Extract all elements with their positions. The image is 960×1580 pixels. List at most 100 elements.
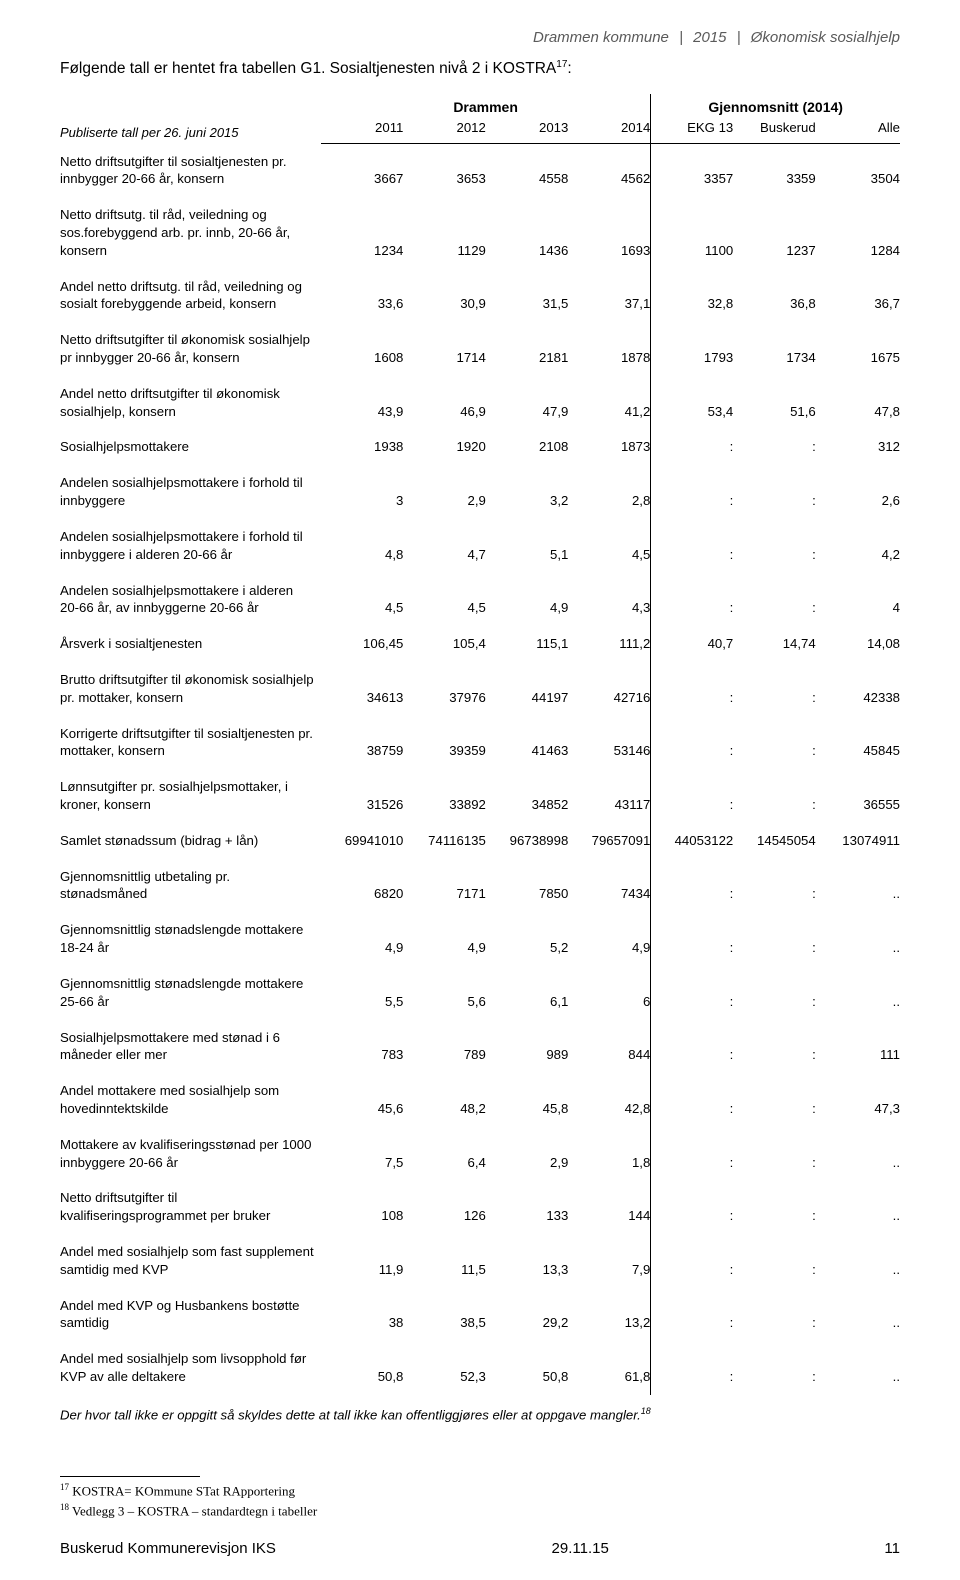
footer-center: 29.11.15 bbox=[552, 1539, 609, 1559]
cell-value: 7,9 bbox=[568, 1234, 650, 1288]
col-buskerud: Buskerud bbox=[733, 119, 815, 143]
cell-value: : bbox=[651, 1288, 733, 1342]
cell-value: 6820 bbox=[321, 859, 403, 913]
cell-value: 2,9 bbox=[403, 465, 485, 519]
cell-value: .. bbox=[816, 1234, 900, 1288]
table-row: Andel mottakere med sosialhjelp som hove… bbox=[60, 1073, 900, 1127]
cell-value: 115,1 bbox=[486, 626, 568, 662]
cell-value: 42338 bbox=[816, 662, 900, 716]
table-row: Netto driftsutgifter til sosialtjenesten… bbox=[60, 144, 900, 198]
cell-value: : bbox=[733, 966, 815, 1020]
header-sep: | bbox=[737, 29, 741, 46]
cell-value: : bbox=[733, 912, 815, 966]
table-row: Netto driftsutgifter til kvalifiseringsp… bbox=[60, 1180, 900, 1234]
cell-value: 4,7 bbox=[403, 519, 485, 573]
col-alle: Alle bbox=[816, 119, 900, 143]
cell-value: 126 bbox=[403, 1180, 485, 1234]
cell-value: 1920 bbox=[403, 429, 485, 465]
row-label: Gjennomsnittlig stønadslengde mottakere … bbox=[60, 912, 321, 966]
cell-value: : bbox=[733, 1288, 815, 1342]
cell-value: 989 bbox=[486, 1020, 568, 1074]
footer-left: Buskerud Kommunerevisjon IKS bbox=[60, 1539, 276, 1559]
table-row: Gjennomsnittlig utbetaling pr. stønadsmå… bbox=[60, 859, 900, 913]
footnote-rule bbox=[60, 1476, 200, 1477]
cell-value: 14,08 bbox=[816, 626, 900, 662]
row-label: Gjennomsnittlig utbetaling pr. stønadsmå… bbox=[60, 859, 321, 913]
page-footer: Buskerud Kommunerevisjon IKS 29.11.15 11 bbox=[60, 1539, 900, 1559]
table-row: Sosialhjelpsmottakere1938192021081873::3… bbox=[60, 429, 900, 465]
footnote-18-sup: 18 bbox=[60, 1502, 69, 1512]
cell-value: : bbox=[651, 1180, 733, 1234]
row-label: Andel netto driftsutgifter til økonomisk… bbox=[60, 376, 321, 430]
cell-value: 4562 bbox=[568, 144, 650, 198]
cell-value: 34852 bbox=[486, 769, 568, 823]
cell-value: 11,9 bbox=[321, 1234, 403, 1288]
cell-value: 40,7 bbox=[651, 626, 733, 662]
cell-value: 45,6 bbox=[321, 1073, 403, 1127]
cell-value: 3,2 bbox=[486, 465, 568, 519]
table-footnote-sup: 18 bbox=[641, 1406, 651, 1416]
cell-value: 4 bbox=[816, 573, 900, 627]
cell-value: 108 bbox=[321, 1180, 403, 1234]
cell-value: 51,6 bbox=[733, 376, 815, 430]
row-label: Samlet stønadssum (bidrag + lån) bbox=[60, 823, 321, 859]
cell-value: 47,9 bbox=[486, 376, 568, 430]
intro-sup: 17 bbox=[556, 59, 567, 70]
cell-value: 45845 bbox=[816, 716, 900, 770]
table-row: Årsverk i sosialtjenesten106,45105,4115,… bbox=[60, 626, 900, 662]
cell-value: 7,5 bbox=[321, 1127, 403, 1181]
table-row: Lønnsutgifter pr. sosialhjelpsmottaker, … bbox=[60, 769, 900, 823]
cell-value: .. bbox=[816, 1127, 900, 1181]
cell-value: 2,8 bbox=[568, 465, 650, 519]
col-2011: 2011 bbox=[321, 119, 403, 143]
cell-value: 38759 bbox=[321, 716, 403, 770]
cell-value: 13,3 bbox=[486, 1234, 568, 1288]
cell-value: 6,4 bbox=[403, 1127, 485, 1181]
cell-value: 1878 bbox=[568, 322, 650, 376]
cell-value: : bbox=[733, 1234, 815, 1288]
table-row: Korrigerte driftsutgifter til sosialtjen… bbox=[60, 716, 900, 770]
table-row: Brutto driftsutgifter til økonomisk sosi… bbox=[60, 662, 900, 716]
cell-value: 47,3 bbox=[816, 1073, 900, 1127]
cell-value: 37976 bbox=[403, 662, 485, 716]
cell-value: 3357 bbox=[651, 144, 733, 198]
cell-value: 37,1 bbox=[568, 269, 650, 323]
cell-value: 105,4 bbox=[403, 626, 485, 662]
header-topic: Økonomisk sosialhjelp bbox=[751, 29, 900, 46]
header-municipality: Drammen kommune bbox=[533, 29, 669, 46]
cell-value: 5,5 bbox=[321, 966, 403, 1020]
table-row: Andelen sosialhjelpsmottakere i alderen … bbox=[60, 573, 900, 627]
row-label: Lønnsutgifter pr. sosialhjelpsmottaker, … bbox=[60, 769, 321, 823]
cell-value: : bbox=[733, 573, 815, 627]
cell-value: .. bbox=[816, 1180, 900, 1234]
col-2013: 2013 bbox=[486, 119, 568, 143]
table-row: Andelen sosialhjelpsmottakere i forhold … bbox=[60, 519, 900, 573]
cell-value: 69941010 bbox=[321, 823, 403, 859]
cell-value: 3653 bbox=[403, 144, 485, 198]
cell-value: 36,7 bbox=[816, 269, 900, 323]
footnote-18-text: Vedlegg 3 – KOSTRA – standardtegn i tabe… bbox=[69, 1504, 317, 1519]
intro-colon: : bbox=[567, 60, 571, 77]
cell-value: 4,9 bbox=[486, 573, 568, 627]
table-row: Andel med KVP og Husbankens bostøtte sam… bbox=[60, 1288, 900, 1342]
cell-value: .. bbox=[816, 1341, 900, 1395]
cell-value: 1734 bbox=[733, 322, 815, 376]
row-label: Netto driftsutgifter til kvalifiseringsp… bbox=[60, 1180, 321, 1234]
table-row: Andel netto driftsutg. til råd, veiledni… bbox=[60, 269, 900, 323]
table-row: Sosialhjelpsmottakere med stønad i 6 mån… bbox=[60, 1020, 900, 1074]
cell-value: : bbox=[733, 1341, 815, 1395]
cell-value: : bbox=[651, 966, 733, 1020]
cell-value: 3504 bbox=[816, 144, 900, 198]
cell-value: 7850 bbox=[486, 859, 568, 913]
cell-value: 74116135 bbox=[403, 823, 485, 859]
cell-value: 41,2 bbox=[568, 376, 650, 430]
cell-value: 79657091 bbox=[568, 823, 650, 859]
cell-value: : bbox=[733, 1127, 815, 1181]
row-label: Andel med KVP og Husbankens bostøtte sam… bbox=[60, 1288, 321, 1342]
row-label: Andelen sosialhjelpsmottakere i forhold … bbox=[60, 465, 321, 519]
cell-value: .. bbox=[816, 966, 900, 1020]
cell-value: 48,2 bbox=[403, 1073, 485, 1127]
cell-value: 42,8 bbox=[568, 1073, 650, 1127]
cell-value: 2,9 bbox=[486, 1127, 568, 1181]
col-2014: 2014 bbox=[568, 119, 650, 143]
